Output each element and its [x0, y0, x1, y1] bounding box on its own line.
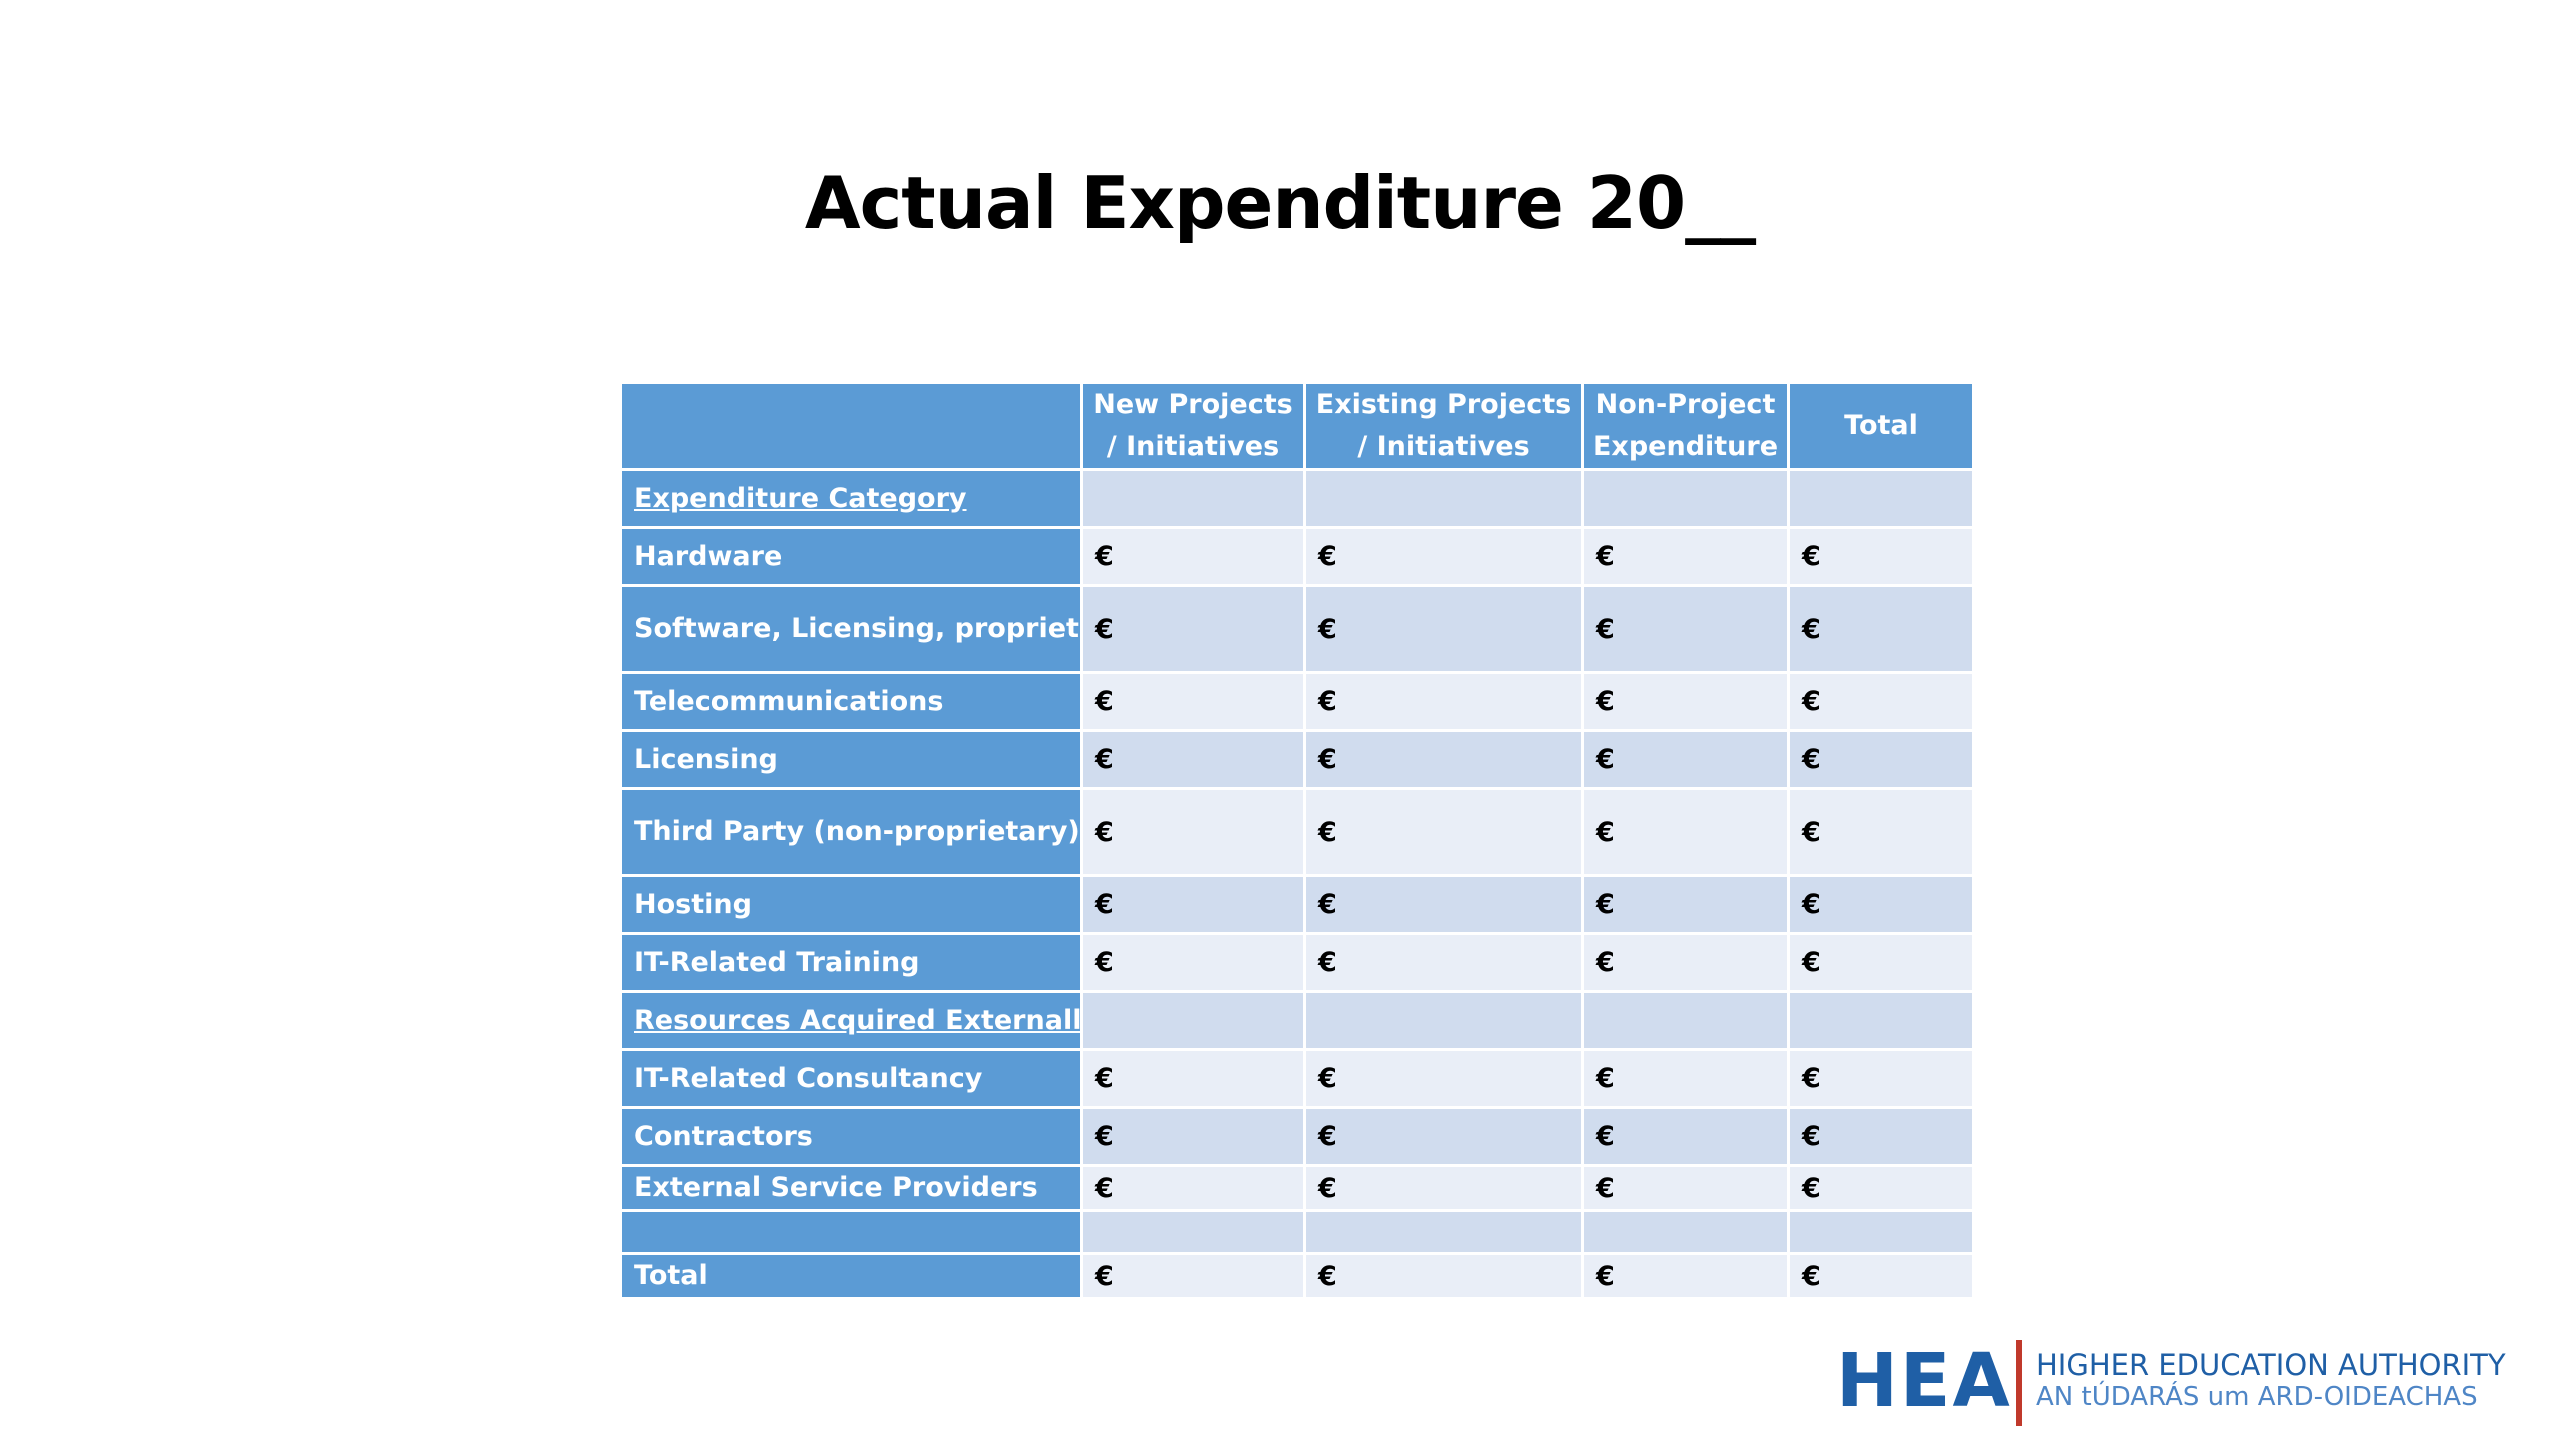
hea-logo: HEA HIGHER EDUCATION AUTHORITY AN tÚDARÁ…: [1836, 1336, 2546, 1426]
amount-cell: €: [1584, 587, 1787, 671]
column-header-new-projects: New Projects / Initiatives: [1083, 384, 1303, 468]
amount-cell: €: [1306, 1109, 1581, 1164]
amount-cell: €: [1790, 877, 1972, 932]
slide-title: Actual Expenditure 20__: [804, 161, 1756, 245]
amount-cell: [1306, 993, 1581, 1048]
amount-cell: [1083, 993, 1303, 1048]
amount-cell: [1083, 471, 1303, 526]
amount-cell: €: [1790, 674, 1972, 729]
section-heading: Resources Acquired Externally: [622, 993, 1080, 1048]
amount-cell: €: [1083, 877, 1303, 932]
amount-cell: €: [1083, 1051, 1303, 1106]
amount-cell: €: [1790, 587, 1972, 671]
row-label: Hardware: [622, 529, 1080, 584]
amount-cell: €: [1083, 1109, 1303, 1164]
column-header-total: Total: [1790, 384, 1972, 468]
amount-cell: €: [1306, 935, 1581, 990]
amount-cell: €: [1306, 1051, 1581, 1106]
amount-cell: [1306, 471, 1581, 526]
amount-cell: €: [1790, 1167, 1972, 1209]
logo-name-english: HIGHER EDUCATION AUTHORITY: [2036, 1348, 2506, 1382]
row-label: Hosting: [622, 877, 1080, 932]
table-row: Expenditure Category: [622, 471, 1972, 526]
amount-cell: €: [1790, 1109, 1972, 1164]
amount-cell: [1790, 471, 1972, 526]
table-row: Software, Licensing, proprietary Support…: [622, 587, 1972, 671]
column-header-existing-projects: Existing Projects / Initiatives: [1306, 384, 1581, 468]
row-label: Third Party (non-proprietary) Support/Ma…: [622, 790, 1080, 874]
amount-cell: €: [1790, 732, 1972, 787]
row-label: Software, Licensing, proprietary Support…: [622, 587, 1080, 671]
amount-cell: €: [1083, 587, 1303, 671]
amount-cell: [1083, 1212, 1303, 1252]
table-row: Total € € € €: [622, 1255, 1972, 1297]
table-row: Hosting € € € €: [622, 877, 1972, 932]
amount-cell: [1306, 1212, 1581, 1252]
amount-cell: €: [1306, 1255, 1581, 1297]
amount-cell: €: [1083, 1255, 1303, 1297]
table-row: IT-Related Consultancy € € € €: [622, 1051, 1972, 1106]
amount-cell: €: [1790, 935, 1972, 990]
amount-cell: €: [1790, 1051, 1972, 1106]
amount-cell: €: [1790, 790, 1972, 874]
amount-cell: €: [1584, 1167, 1787, 1209]
amount-cell: €: [1584, 1051, 1787, 1106]
amount-cell: €: [1083, 529, 1303, 584]
amount-cell: €: [1790, 1255, 1972, 1297]
amount-cell: €: [1584, 529, 1787, 584]
amount-cell: €: [1584, 674, 1787, 729]
table-row: Hardware € € € €: [622, 529, 1972, 584]
amount-cell: €: [1790, 529, 1972, 584]
table-row: IT-Related Training € € € €: [622, 935, 1972, 990]
table-row: External Service Providers € € € €: [622, 1167, 1972, 1209]
logo-divider: [2016, 1340, 2022, 1426]
amount-cell: [1790, 993, 1972, 1048]
row-label: Telecommunications: [622, 674, 1080, 729]
column-header-non-project: Non-Project Expenditure: [1584, 384, 1787, 468]
table-row: Third Party (non-proprietary) Support/Ma…: [622, 790, 1972, 874]
amount-cell: €: [1584, 877, 1787, 932]
logo-name-irish: AN tÚDARÁS um ARD-OIDEACHAS: [2036, 1382, 2478, 1412]
amount-cell: €: [1306, 1167, 1581, 1209]
row-label: IT-Related Training: [622, 935, 1080, 990]
amount-cell: €: [1083, 674, 1303, 729]
amount-cell: €: [1306, 877, 1581, 932]
table-header-row: New Projects / Initiatives Existing Proj…: [622, 384, 1972, 468]
amount-cell: €: [1083, 732, 1303, 787]
amount-cell: €: [1306, 587, 1581, 671]
amount-cell: [1584, 993, 1787, 1048]
amount-cell: €: [1306, 529, 1581, 584]
row-label: [622, 1212, 1080, 1252]
amount-cell: €: [1083, 1167, 1303, 1209]
logo-acronym: HEA: [1836, 1338, 2012, 1424]
column-header-blank: [622, 384, 1080, 468]
amount-cell: €: [1306, 674, 1581, 729]
amount-cell: €: [1584, 732, 1787, 787]
amount-cell: €: [1584, 1109, 1787, 1164]
amount-cell: €: [1584, 935, 1787, 990]
amount-cell: [1584, 1212, 1787, 1252]
table-row: Resources Acquired Externally: [622, 993, 1972, 1048]
table-row: [622, 1212, 1972, 1252]
row-label: External Service Providers: [622, 1167, 1080, 1209]
row-label: IT-Related Consultancy: [622, 1051, 1080, 1106]
row-label: Licensing: [622, 732, 1080, 787]
section-heading: Expenditure Category: [622, 471, 1080, 526]
expenditure-table: New Projects / Initiatives Existing Proj…: [619, 381, 1975, 1300]
amount-cell: €: [1083, 935, 1303, 990]
table-row: Contractors € € € €: [622, 1109, 1972, 1164]
amount-cell: €: [1584, 1255, 1787, 1297]
amount-cell: [1790, 1212, 1972, 1252]
amount-cell: €: [1306, 732, 1581, 787]
amount-cell: €: [1083, 790, 1303, 874]
table-row: Telecommunications € € € €: [622, 674, 1972, 729]
amount-cell: [1584, 471, 1787, 526]
amount-cell: €: [1584, 790, 1787, 874]
table-row: Licensing € € € €: [622, 732, 1972, 787]
amount-cell: €: [1306, 790, 1581, 874]
row-label: Total: [622, 1255, 1080, 1297]
row-label: Contractors: [622, 1109, 1080, 1164]
